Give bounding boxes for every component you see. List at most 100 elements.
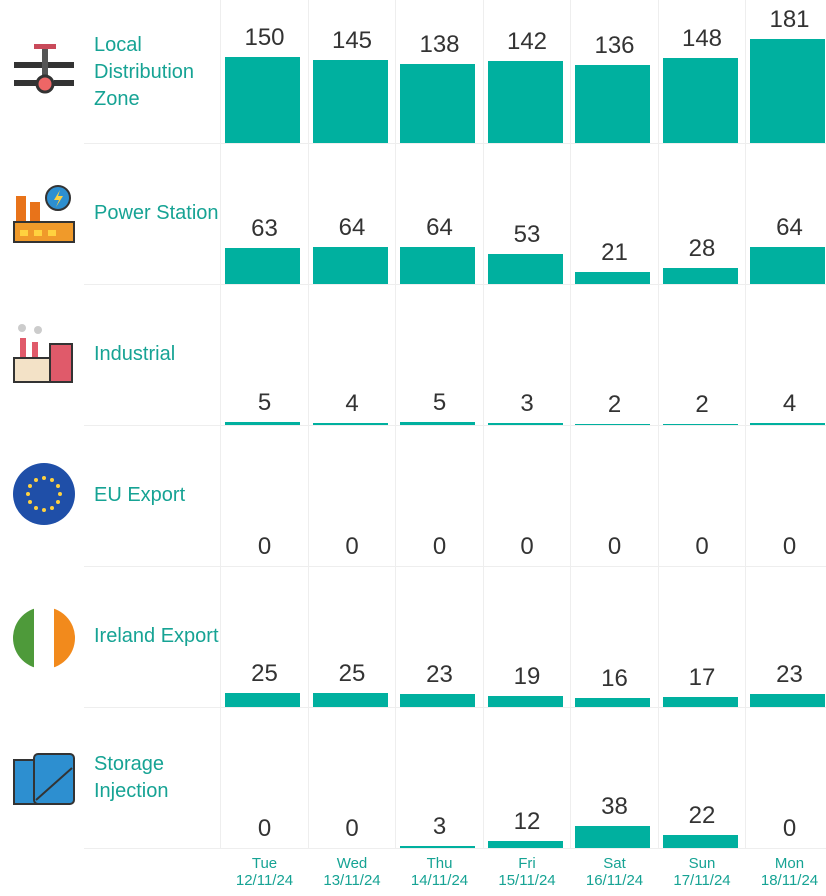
value-label: 0 bbox=[607, 533, 622, 560]
bar bbox=[400, 846, 475, 848]
value-label: 148 bbox=[681, 24, 723, 52]
bar bbox=[400, 422, 475, 425]
bar bbox=[750, 39, 825, 143]
value-label: 142 bbox=[506, 28, 548, 56]
row-label: Industrial bbox=[94, 343, 176, 365]
column-separator bbox=[220, 0, 221, 848]
value-label: 0 bbox=[695, 533, 709, 560]
bar bbox=[312, 422, 388, 425]
value-label: 2 bbox=[607, 390, 622, 418]
value-label: 2 bbox=[695, 390, 709, 418]
column-separator bbox=[482, 0, 484, 848]
bar bbox=[750, 247, 825, 284]
value-label: 181 bbox=[769, 6, 810, 33]
bar bbox=[400, 247, 475, 284]
bar bbox=[575, 271, 650, 284]
pipe-icon bbox=[14, 44, 74, 94]
value-label: 17 bbox=[688, 664, 716, 692]
value-label: 145 bbox=[331, 26, 373, 54]
value-label: 53 bbox=[513, 220, 541, 248]
eu-icon bbox=[13, 463, 75, 525]
row-separator bbox=[84, 848, 826, 849]
value-label: 3 bbox=[432, 813, 447, 841]
row-label: EU Export bbox=[94, 484, 186, 506]
bar bbox=[487, 423, 563, 425]
value-label: 25 bbox=[251, 659, 278, 687]
bar bbox=[575, 64, 650, 143]
value-label: 12 bbox=[513, 808, 541, 836]
x-tick-label: Mon 18/11/24 bbox=[760, 855, 819, 889]
bar bbox=[575, 826, 650, 848]
bar bbox=[487, 253, 563, 284]
value-label: 0 bbox=[345, 533, 359, 560]
value-label: 150 bbox=[244, 23, 285, 51]
value-label: 64 bbox=[776, 214, 803, 242]
storage-icon bbox=[13, 753, 75, 805]
x-tick-label: Tue 12/11/24 bbox=[235, 855, 294, 889]
value-label: 3 bbox=[520, 390, 534, 418]
bar bbox=[225, 56, 300, 143]
value-label: 0 bbox=[257, 815, 272, 842]
column-separator bbox=[307, 0, 309, 848]
x-tick-label: Thu 14/11/24 bbox=[410, 855, 469, 889]
value-label: 4 bbox=[345, 389, 359, 417]
value-label: 19 bbox=[513, 663, 541, 691]
value-label: 21 bbox=[601, 238, 628, 266]
bar bbox=[312, 692, 388, 707]
bar bbox=[662, 835, 738, 848]
bar bbox=[487, 841, 563, 848]
column-separator bbox=[745, 0, 746, 848]
row-separator bbox=[84, 284, 826, 285]
bar bbox=[575, 423, 650, 425]
bar bbox=[225, 247, 300, 284]
value-label: 0 bbox=[782, 815, 797, 842]
value-label: 25 bbox=[338, 659, 366, 687]
bar bbox=[312, 247, 388, 284]
bar bbox=[487, 61, 563, 143]
value-label: 22 bbox=[688, 802, 716, 830]
row-label: Power Station bbox=[94, 202, 219, 224]
bar bbox=[662, 423, 738, 425]
value-label: 64 bbox=[338, 214, 366, 242]
row-separator bbox=[84, 425, 826, 426]
value-label: 0 bbox=[345, 815, 359, 842]
value-label: 63 bbox=[251, 214, 278, 242]
column-separator bbox=[395, 0, 396, 848]
value-label: 138 bbox=[419, 30, 460, 58]
industrial-icon bbox=[13, 324, 73, 383]
ireland-icon bbox=[13, 607, 75, 669]
value-label: 38 bbox=[601, 793, 628, 821]
value-label: 28 bbox=[688, 234, 716, 262]
value-label: 0 bbox=[257, 533, 272, 560]
bar bbox=[487, 696, 563, 707]
bar bbox=[225, 422, 300, 425]
value-label: 23 bbox=[776, 660, 803, 688]
column-separator bbox=[570, 0, 571, 848]
bar bbox=[750, 693, 825, 707]
row-separator bbox=[84, 566, 826, 567]
value-label: 136 bbox=[594, 31, 635, 59]
row-label: Ireland Export bbox=[94, 625, 219, 647]
value-label: 4 bbox=[782, 389, 797, 417]
x-tick-label: Wed 13/11/24 bbox=[323, 855, 381, 889]
bar bbox=[400, 63, 475, 143]
value-label: 64 bbox=[426, 214, 453, 242]
value-label: 0 bbox=[520, 533, 534, 560]
value-label: 16 bbox=[601, 664, 628, 692]
row-label: Local Distribution Zone bbox=[94, 34, 195, 110]
row-separator bbox=[84, 707, 826, 708]
row-separator bbox=[84, 143, 826, 144]
value-label: 5 bbox=[432, 389, 447, 417]
bar bbox=[750, 422, 825, 425]
column-separator bbox=[657, 0, 659, 848]
bar bbox=[575, 697, 650, 707]
row-label: Storage Injection bbox=[94, 752, 169, 802]
bar bbox=[662, 697, 738, 707]
value-label: 23 bbox=[426, 660, 453, 688]
value-label: 0 bbox=[432, 533, 447, 560]
power-icon bbox=[13, 185, 75, 243]
bar bbox=[662, 57, 738, 143]
bar bbox=[225, 692, 300, 707]
